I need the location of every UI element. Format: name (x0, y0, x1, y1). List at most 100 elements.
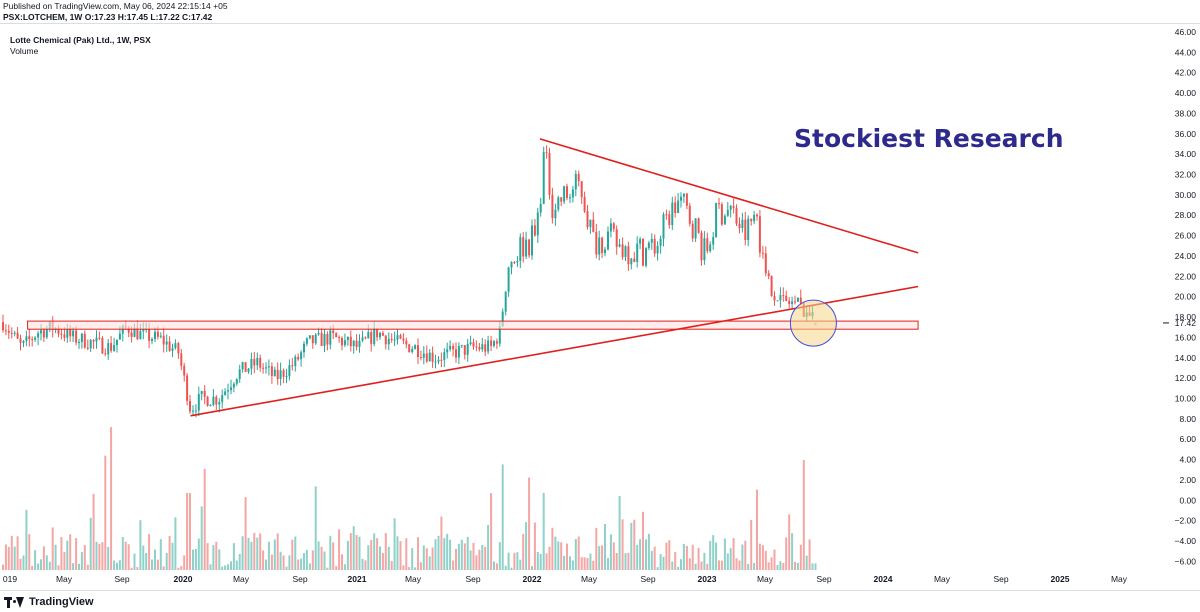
published-timestamp: Published on TradingView.com, May 06, 20… (3, 1, 228, 11)
candle-body (694, 218, 697, 239)
candle-body (376, 328, 379, 338)
volume-bar (463, 543, 466, 570)
volume-bar (145, 553, 148, 570)
volume-bar (507, 552, 510, 570)
volume-bar (639, 539, 642, 570)
volume-bar (300, 558, 303, 570)
candle-body (791, 301, 794, 304)
candle-body (466, 344, 469, 355)
candle-body (329, 330, 332, 345)
volume-bar (34, 550, 37, 570)
candle-body (671, 202, 674, 225)
candle-body (227, 390, 229, 392)
candle-body (627, 246, 630, 265)
candle-body (741, 219, 744, 228)
volume-bar (203, 468, 206, 570)
volume-bar (580, 557, 583, 570)
volume-label[interactable]: Volume (10, 46, 39, 56)
x-tick-label: 2025 (1051, 574, 1070, 584)
candle-body (718, 203, 720, 205)
y-tick-label: 14.00 (1175, 353, 1197, 363)
candle-body (57, 328, 60, 334)
volume-bar (484, 546, 487, 570)
drawings (27, 138, 919, 417)
price-axis[interactable]: 46.00 44.00 42.00 40.00 38.00 36.00 34.00 32.00… (1163, 27, 1196, 566)
volume-bar (367, 545, 370, 570)
candle-body (381, 332, 384, 336)
volume-bar (381, 553, 384, 570)
chart-title[interactable]: Lotte Chemical (Pak) Ltd., 1W, PSX (10, 35, 151, 45)
highlight-circle[interactable] (789, 299, 837, 347)
candle-body (142, 329, 145, 332)
volume-bar (317, 541, 320, 570)
volume-bar (519, 559, 522, 570)
volume-bar (706, 563, 709, 570)
volume-bar (16, 536, 19, 570)
candle-body (341, 338, 343, 346)
volume-bar (577, 536, 580, 570)
candle-body (571, 189, 574, 198)
candle-body (282, 370, 285, 377)
trendline[interactable] (539, 138, 919, 254)
candle-body (519, 237, 522, 261)
volume-bar (402, 565, 405, 570)
x-tick-label: May (233, 574, 250, 584)
volume-bar (206, 543, 209, 570)
volume-bar (791, 533, 794, 570)
candle-body (373, 328, 376, 344)
last-price-label: 17.42 (1175, 318, 1197, 328)
time-axis[interactable]: 019 May Sep 2020 May Sep 2021 May Sep 2022 May Sep 2… (3, 574, 1128, 584)
candle-body (174, 343, 177, 349)
volume-bar (390, 561, 393, 570)
volume-bar (165, 552, 168, 570)
candle-body (493, 341, 495, 346)
volume-bar (811, 563, 814, 570)
candle-body (419, 357, 422, 358)
candle-body (291, 365, 294, 367)
candle-body (776, 300, 779, 302)
brand-name: TradingView (29, 596, 94, 608)
volume-bar (715, 542, 718, 570)
volume-bar (434, 539, 437, 570)
volume-bar (642, 511, 644, 570)
candle-body (574, 173, 577, 190)
volume-bar (227, 564, 229, 570)
candle-body (13, 332, 16, 334)
candle-body (45, 329, 48, 338)
candle-body (796, 297, 799, 302)
candle-body (300, 352, 303, 360)
volume-bar (729, 548, 732, 570)
volume-bar (189, 493, 191, 570)
volume-bar (449, 539, 452, 570)
candle-body (656, 245, 659, 254)
volume-bar (531, 566, 533, 570)
candle-body (338, 337, 341, 339)
volume-bar (224, 565, 227, 570)
x-tick-label: May (934, 574, 951, 584)
volume-bar (528, 477, 531, 570)
volume-bar (560, 542, 563, 570)
volume-bar (326, 567, 329, 570)
candle-body (326, 334, 329, 345)
volume-bar (455, 548, 457, 570)
candle-body (10, 332, 13, 334)
candle-body (37, 333, 40, 338)
y-tick-label: 8.00 (1179, 414, 1196, 424)
candle-body (95, 337, 98, 342)
x-tick-label: Sep (292, 574, 307, 584)
candle-body (557, 197, 560, 210)
volume-bar (744, 540, 747, 570)
candle-body (259, 357, 262, 368)
x-tick-label: Sep (816, 574, 831, 584)
candle-body (592, 219, 595, 232)
support-zone[interactable] (27, 320, 919, 330)
volume-bar (86, 564, 89, 570)
volume-bar (694, 563, 697, 570)
volume-bar (802, 460, 805, 570)
candle-body (31, 339, 34, 341)
volume-bar (139, 520, 142, 570)
candle-body (2, 322, 4, 331)
volume-bar (723, 538, 726, 570)
volume-bar (720, 560, 723, 570)
